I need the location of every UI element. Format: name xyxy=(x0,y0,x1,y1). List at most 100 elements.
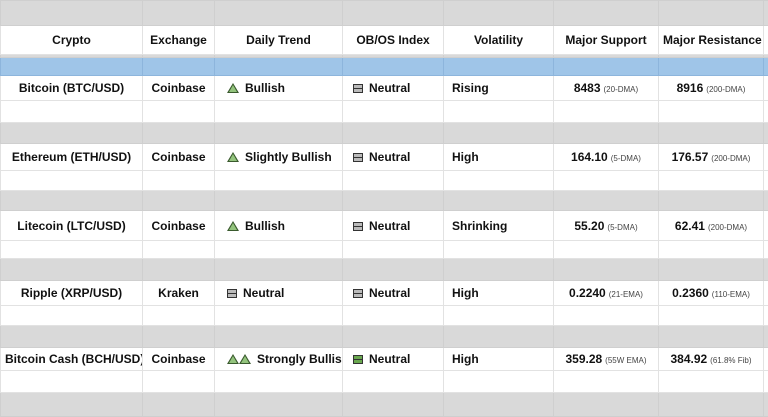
neutral-bars-icon xyxy=(353,153,363,162)
neutral-bars-icon xyxy=(227,289,237,298)
resistance-note: (200-DMA) xyxy=(711,154,750,163)
cell-resistance[interactable]: 62.41(200-DMA) xyxy=(659,211,764,241)
neutral-bars-icon xyxy=(353,222,363,231)
obos-label: Neutral xyxy=(369,286,410,300)
cell-resistance[interactable]: 176.57(200-DMA) xyxy=(659,144,764,171)
obos-label: Neutral xyxy=(369,81,410,95)
volatility-label: High xyxy=(452,352,479,366)
cell-daily-trend[interactable]: Strongly Bullish xyxy=(215,348,343,371)
cell-exchange[interactable]: Coinbase xyxy=(143,144,215,171)
neutral-bars-icon xyxy=(353,84,363,93)
cell-exchange[interactable]: Coinbase xyxy=(143,76,215,101)
header-exchange[interactable]: Exchange xyxy=(143,26,215,55)
support-value: 164.10 xyxy=(571,150,608,164)
support-note: (5-DMA) xyxy=(611,154,641,163)
table-row: Bitcoin Cash (BCH/USD)Coinbase Strongly B… xyxy=(1,348,768,371)
header-daily-trend[interactable]: Daily Trend xyxy=(215,26,343,55)
cell-support[interactable]: 8483(20-DMA) xyxy=(554,76,659,101)
resistance-note: (61.8% Fib) xyxy=(710,356,751,365)
obos-label: Neutral xyxy=(369,219,410,233)
cell-exchange[interactable]: Kraken xyxy=(143,281,215,306)
crypto-name: Ripple (XRP/USD) xyxy=(21,286,122,300)
cell-obos[interactable]: Neutral xyxy=(343,144,444,171)
support-value: 359.28 xyxy=(565,352,602,366)
cell-exchange[interactable]: Coinbase xyxy=(143,348,215,371)
cell-resistance[interactable]: 0.2360(110-EMA) xyxy=(659,281,764,306)
crypto-name: Litecoin (LTC/USD) xyxy=(17,219,125,233)
trend-label: Slightly Bullish xyxy=(245,150,332,164)
cell-support[interactable]: 55.20(5-DMA) xyxy=(554,211,659,241)
cell-crypto[interactable]: Litecoin (LTC/USD) xyxy=(1,211,143,241)
triangle-up-icon xyxy=(227,83,239,93)
cell-obos[interactable]: Neutral xyxy=(343,281,444,306)
cell-crypto[interactable]: Bitcoin (BTC/USD) xyxy=(1,76,143,101)
cell-exchange[interactable]: Coinbase xyxy=(143,211,215,241)
resistance-value: 384.92 xyxy=(670,352,707,366)
cell-daily-trend[interactable]: Neutral xyxy=(215,281,343,306)
cell-support[interactable]: 0.2240(21-EMA) xyxy=(554,281,659,306)
obos-label: Neutral xyxy=(369,150,410,164)
exchange-name: Kraken xyxy=(158,286,199,300)
exchange-name: Coinbase xyxy=(151,81,205,95)
neutral-bars-icon xyxy=(353,355,363,364)
cell-volatility[interactable]: Rising xyxy=(444,76,554,101)
crypto-name: Ethereum (ETH/USD) xyxy=(12,150,131,164)
resistance-note: (200-DMA) xyxy=(708,223,747,232)
cell-volatility[interactable]: High xyxy=(444,281,554,306)
table-row: Bitcoin (BTC/USD) Coinbase Bullish Neutral R… xyxy=(1,76,768,101)
neutral-bars-icon xyxy=(353,289,363,298)
cell-obos[interactable]: Neutral xyxy=(343,348,444,371)
double-triangle-up-icon xyxy=(227,352,257,366)
table-row: Ripple (XRP/USD) Kraken Neutral Neutral High… xyxy=(1,281,768,306)
crypto-name: Bitcoin Cash (BCH/USD) xyxy=(5,352,143,366)
support-note: (5-DMA) xyxy=(607,223,637,232)
header-major-support[interactable]: Major Support xyxy=(554,26,659,55)
support-note: (20-DMA) xyxy=(604,85,639,94)
header-crypto[interactable]: Crypto xyxy=(1,26,143,55)
resistance-value: 62.41 xyxy=(675,219,705,233)
cell-volatility[interactable]: Shrinking xyxy=(444,211,554,241)
cell-resistance[interactable]: 8916(200-DMA) xyxy=(659,76,764,101)
cell-support[interactable]: 164.10(5-DMA) xyxy=(554,144,659,171)
resistance-note: (110-EMA) xyxy=(712,290,750,299)
exchange-name: Coinbase xyxy=(151,219,205,233)
table-row: Ethereum (ETH/USD) Coinbase Slightly Bulli… xyxy=(1,144,768,171)
cell-volatility[interactable]: High xyxy=(444,348,554,371)
resistance-value: 176.57 xyxy=(672,150,709,164)
support-value: 8483 xyxy=(574,81,601,95)
cell-resistance[interactable]: 384.92(61.8% Fib) xyxy=(659,348,764,371)
cell-daily-trend[interactable]: Slightly Bullish xyxy=(215,144,343,171)
cell-obos[interactable]: Neutral xyxy=(343,76,444,101)
crypto-name: Bitcoin (BTC/USD) xyxy=(19,81,124,95)
support-note: (21-EMA) xyxy=(609,290,643,299)
triangle-up-icon xyxy=(227,152,239,162)
header-major-resistance[interactable]: Major Resistance xyxy=(659,26,764,55)
cell-daily-trend[interactable]: Bullish xyxy=(215,211,343,241)
resistance-note: (200-DMA) xyxy=(706,85,745,94)
trend-label: Bullish xyxy=(245,219,285,233)
volatility-label: Shrinking xyxy=(452,219,507,233)
support-value: 55.20 xyxy=(574,219,604,233)
support-note: (55W EMA) xyxy=(605,356,646,365)
cell-crypto[interactable]: Ripple (XRP/USD) xyxy=(1,281,143,306)
trend-label: Neutral xyxy=(243,286,284,300)
cell-crypto[interactable]: Ethereum (ETH/USD) xyxy=(1,144,143,171)
support-value: 0.2240 xyxy=(569,286,606,300)
exchange-name: Coinbase xyxy=(151,150,205,164)
cell-volatility[interactable]: High xyxy=(444,144,554,171)
resistance-value: 0.2360 xyxy=(672,286,709,300)
volatility-label: Rising xyxy=(452,81,489,95)
resistance-value: 8916 xyxy=(677,81,704,95)
volatility-label: High xyxy=(452,150,479,164)
header-volatility[interactable]: Volatility xyxy=(444,26,554,55)
cell-support[interactable]: 359.28(55W EMA) xyxy=(554,348,659,371)
header-obos-index[interactable]: OB/OS Index xyxy=(343,26,444,55)
triangle-up-icon xyxy=(227,221,239,231)
cell-obos[interactable]: Neutral xyxy=(343,211,444,241)
trend-label: Bullish xyxy=(245,81,285,95)
trend-label: Strongly Bullish xyxy=(257,352,343,366)
cell-daily-trend[interactable]: Bullish xyxy=(215,76,343,101)
volatility-label: High xyxy=(452,286,479,300)
cell-crypto[interactable]: Bitcoin Cash (BCH/USD) xyxy=(1,348,143,371)
